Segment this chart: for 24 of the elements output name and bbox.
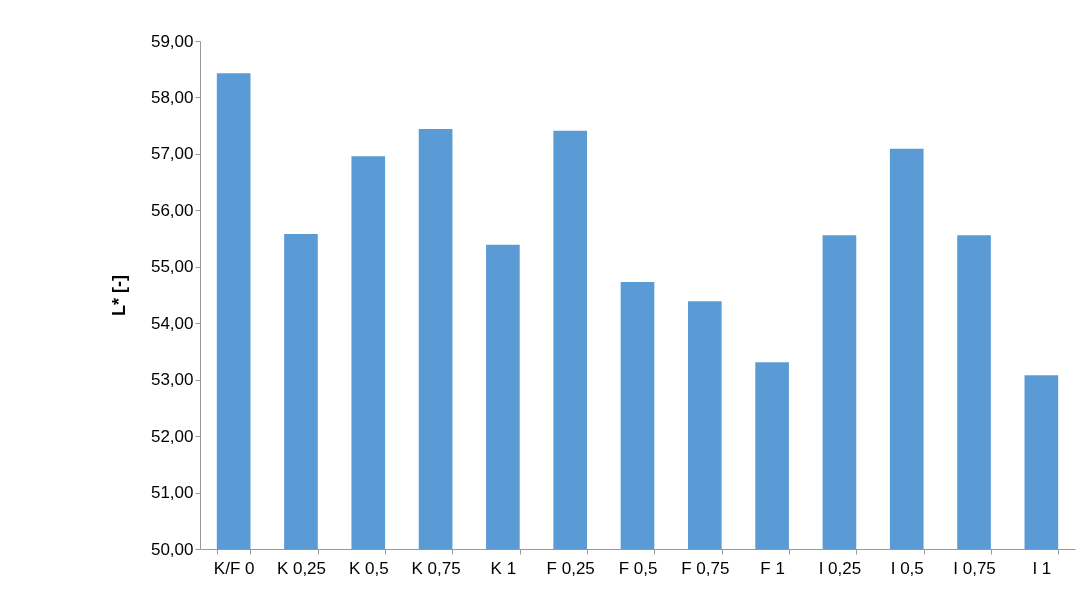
y-tick-label: 58,00 (150, 87, 194, 107)
x-tick-label: K 0,75 (411, 558, 461, 578)
x-tick-label: I 0,25 (818, 558, 862, 578)
x-tick-label: I 0,75 (953, 558, 996, 578)
x-tick-label: K/F 0 (213, 558, 255, 578)
y-tick-label: 59,00 (150, 31, 194, 51)
y-tick-label: 50,00 (150, 539, 194, 559)
x-tick-label: F 0,5 (618, 558, 658, 578)
y-tick-label: 51,00 (150, 483, 194, 503)
y-tick-label: 53,00 (150, 370, 194, 390)
x-tick-label: F 0,75 (681, 558, 730, 578)
x-tick-label: I 0,5 (890, 558, 924, 578)
y-tick-label: 55,00 (150, 257, 194, 277)
y-tick-label: 57,00 (150, 144, 194, 164)
y-tick-label: 52,00 (150, 426, 194, 446)
y-tick-label: 56,00 (150, 200, 194, 220)
y-axis-title: L* [-] (108, 275, 129, 316)
x-tick-label: I 1 (1032, 558, 1052, 578)
x-tick-label: F 1 (760, 558, 785, 578)
y-tick-label: 54,00 (150, 313, 194, 333)
x-tick-label: K 1 (490, 558, 517, 578)
x-tick-label: F 0,25 (546, 558, 595, 578)
x-tick-label: K 0,25 (276, 558, 327, 578)
x-tick-label: K 0,5 (348, 558, 389, 578)
